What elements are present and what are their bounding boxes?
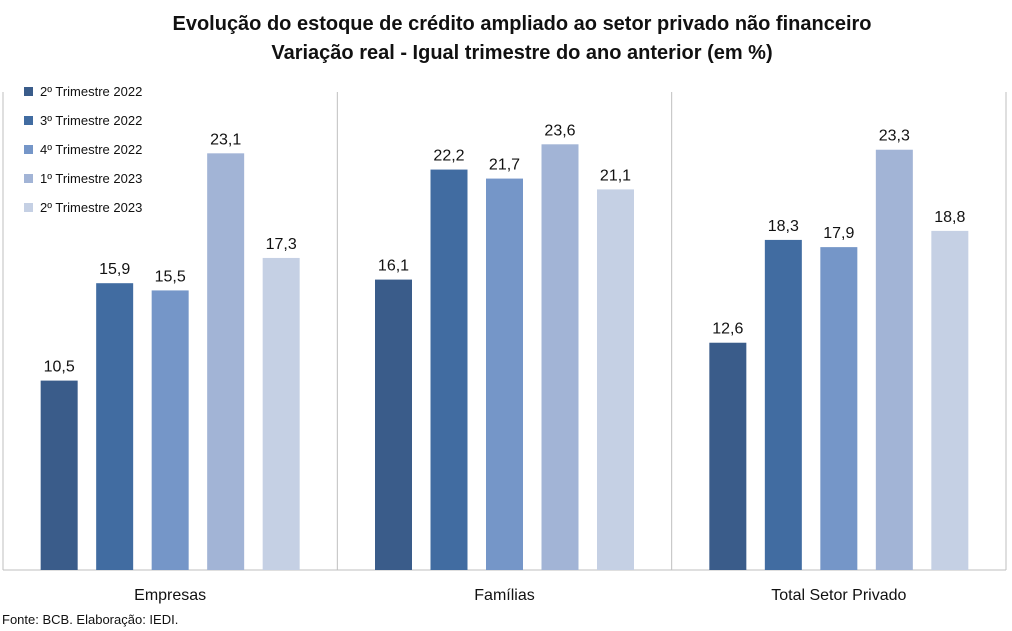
bar bbox=[541, 144, 579, 570]
category-label: Famílias bbox=[474, 587, 534, 604]
chart-subtitle: Variação real - Igual trimestre do ano a… bbox=[271, 42, 772, 64]
bar bbox=[430, 169, 468, 571]
data-label: 17,3 bbox=[266, 236, 297, 253]
data-label: 23,3 bbox=[879, 128, 910, 145]
legend-label: 1º Trimestre 2023 bbox=[40, 171, 142, 186]
bar bbox=[597, 189, 634, 570]
bar bbox=[764, 239, 802, 571]
bar bbox=[875, 149, 913, 570]
data-label: 22,2 bbox=[433, 148, 464, 165]
bar bbox=[207, 153, 245, 570]
data-label: 17,9 bbox=[823, 225, 854, 242]
data-label: 12,6 bbox=[712, 321, 743, 338]
bar bbox=[820, 247, 858, 571]
data-label: 10,5 bbox=[44, 359, 75, 376]
bar bbox=[709, 342, 747, 570]
bar bbox=[262, 257, 300, 570]
source-note: Fonte: BCB. Elaboração: IEDI. bbox=[2, 612, 178, 627]
legend-swatch bbox=[24, 87, 33, 96]
legend-label: 4º Trimestre 2022 bbox=[40, 142, 142, 157]
bar bbox=[151, 290, 189, 570]
legend-label: 3º Trimestre 2022 bbox=[40, 113, 142, 128]
chart-title: Evolução do estoque de crédito ampliado … bbox=[172, 13, 871, 35]
legend-swatch bbox=[24, 174, 33, 183]
legend-swatch bbox=[24, 145, 33, 154]
plot-area: 10,5 15,9 15,5 23,1 17,3 Empresas 16,1 22,2 21,7… bbox=[2, 92, 1007, 604]
data-label: 23,1 bbox=[210, 131, 241, 148]
category-label: Total Setor Privado bbox=[771, 587, 906, 604]
bar bbox=[931, 230, 969, 570]
data-label: 18,8 bbox=[934, 209, 965, 226]
legend-swatch bbox=[24, 203, 33, 212]
bar bbox=[40, 380, 78, 570]
legend-label: 2º Trimestre 2022 bbox=[40, 84, 142, 99]
bar bbox=[486, 178, 523, 571]
data-label: 21,7 bbox=[489, 157, 520, 174]
data-label: 16,1 bbox=[378, 258, 409, 275]
data-label: 23,6 bbox=[544, 122, 575, 139]
legend: 2º Trimestre 2022 3º Trimestre 2022 4º Tri… bbox=[24, 84, 142, 215]
legend-label: 2º Trimestre 2023 bbox=[40, 200, 142, 215]
legend-swatch bbox=[24, 116, 33, 125]
category-label: Empresas bbox=[134, 587, 206, 604]
data-label: 21,1 bbox=[600, 167, 631, 184]
data-label: 15,9 bbox=[99, 261, 130, 278]
bar bbox=[96, 283, 134, 570]
bar bbox=[375, 279, 412, 570]
data-label: 18,3 bbox=[768, 218, 799, 235]
data-label: 15,5 bbox=[155, 268, 186, 285]
